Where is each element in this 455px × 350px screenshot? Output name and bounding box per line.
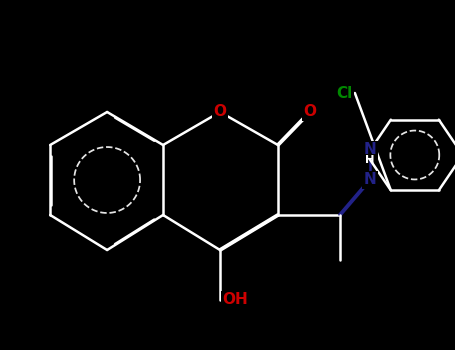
Text: OH: OH [222,293,248,308]
Text: Cl: Cl [336,85,353,100]
Text: O: O [213,105,227,119]
Text: N: N [364,173,376,188]
Text: H: H [365,155,374,166]
Text: N: N [364,142,376,158]
Text: O: O [303,105,316,119]
